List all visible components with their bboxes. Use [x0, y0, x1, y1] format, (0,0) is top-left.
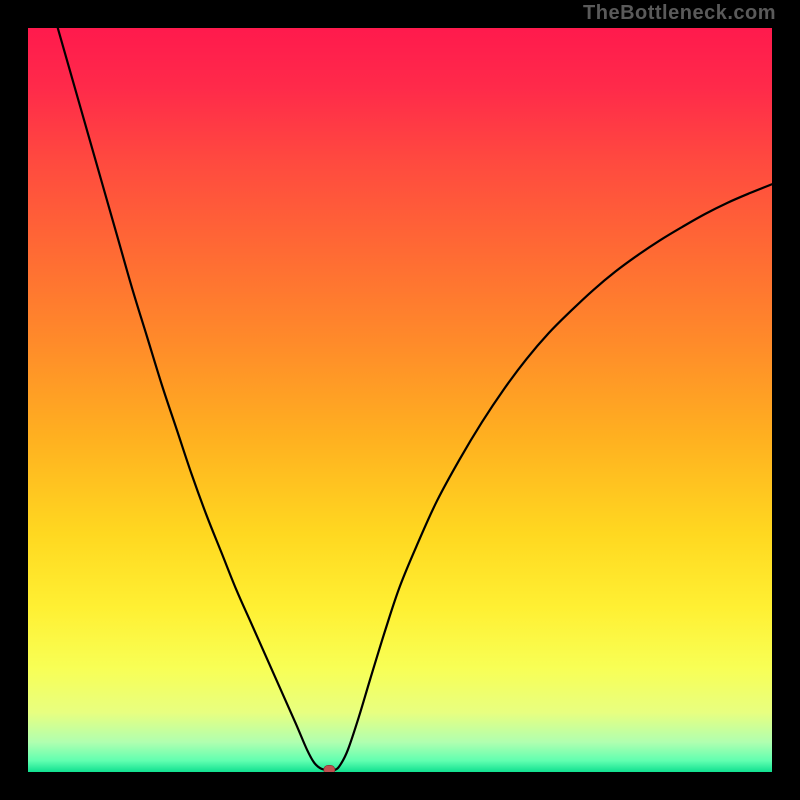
watermark: TheBottleneck.com — [583, 2, 776, 25]
bottleneck-chart — [28, 28, 772, 772]
chart-background — [28, 28, 772, 772]
optimal-point-marker — [324, 765, 335, 772]
chart-svg — [28, 28, 772, 772]
